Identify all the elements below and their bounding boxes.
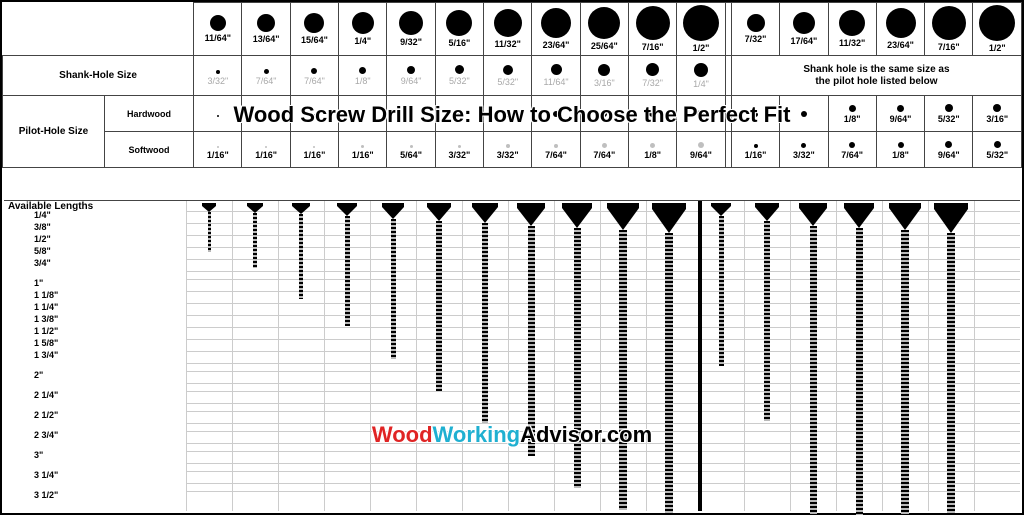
url-part-wood: Wood — [372, 422, 433, 447]
screw-silhouette-3 — [337, 203, 357, 326]
length-tick-2: 1/2" — [34, 235, 184, 247]
pilot-soft-7: 7/64" — [532, 132, 580, 168]
url-part-rest: Advisor.com — [520, 422, 652, 447]
shank-col-6: 5/32" — [484, 56, 532, 96]
length-tick-24: 3 1/4" — [34, 471, 184, 483]
pilot-soft-g2-2: 7/64" — [828, 132, 876, 168]
shank-col-1: 7/64" — [242, 56, 290, 96]
shank-col-7: 11/64" — [532, 56, 580, 96]
pilot-soft-g2-5: 5/32" — [973, 132, 1022, 168]
length-tick-3: 5/8" — [34, 247, 184, 259]
length-tick-4: 3/4" — [34, 259, 184, 271]
screw-silhouette-7 — [517, 203, 545, 456]
screw-silhouette-10 — [652, 203, 686, 515]
head-col-4: 9/32" — [387, 3, 435, 56]
head-col-10: 1/2" — [677, 3, 725, 56]
length-tick-26: 3 1/2" — [34, 491, 184, 503]
screw-silhouette-12 — [755, 203, 779, 421]
pilot-soft-g2-1: 3/32" — [780, 132, 828, 168]
screw-silhouette-6 — [472, 203, 498, 423]
length-tick-16: 2 1/4" — [34, 391, 184, 403]
shank-col-9: 7/32" — [628, 56, 676, 96]
length-tick-1: 3/8" — [34, 223, 184, 235]
watermark-url: WoodWorkingAdvisor.com — [2, 422, 1022, 448]
screw-silhouette-2 — [292, 203, 310, 299]
shank-col-2: 7/64" — [290, 56, 338, 96]
head-g2-col-3: 23/64" — [876, 3, 924, 56]
length-tick-12: 1 3/4" — [34, 351, 184, 363]
pilot-soft-0: 1/16" — [194, 132, 242, 168]
head-col-6: 11/32" — [484, 3, 532, 56]
head-col-1: 13/64" — [242, 3, 290, 56]
screw-silhouette-4 — [382, 203, 404, 359]
length-tick-22: 3" — [34, 451, 184, 463]
shank-col-8: 3/16" — [580, 56, 628, 96]
screw-silhouette-5 — [427, 203, 451, 391]
shank-note: Shank hole is the same size asthe pilot … — [731, 56, 1021, 96]
pilot-soft-9: 1/8" — [628, 132, 676, 168]
shank-col-3: 1/8" — [339, 56, 387, 96]
shank-hole-label: Shank-Hole Size — [3, 56, 194, 96]
head-col-9: 7/16" — [628, 3, 676, 56]
pilot-soft-1: 1/16" — [242, 132, 290, 168]
head-col-7: 23/64" — [532, 3, 580, 56]
article-title-text: Wood Screw Drill Size: How to Choose the… — [234, 102, 791, 127]
pilot-soft-3: 1/16" — [339, 132, 387, 168]
head-g2-col-1: 17/64" — [780, 3, 828, 56]
head-g2-col-0: 7/32" — [731, 3, 779, 56]
shank-col-0: 3/32" — [194, 56, 242, 96]
head-col-2: 15/64" — [290, 3, 338, 56]
screw-silhouette-15 — [889, 203, 921, 515]
length-tick-14: 2" — [34, 371, 184, 383]
url-part-working: Working — [433, 422, 521, 447]
screw-silhouette-13 — [799, 203, 827, 515]
head-g2-col-2: 11/32" — [828, 3, 876, 56]
head-col-8: 25/64" — [580, 3, 628, 56]
shank-col-10: 1/4" — [677, 56, 725, 96]
head-col-3: 1/4" — [339, 3, 387, 56]
spec-table: 11/64"13/64"15/64"1/4"9/32"5/16"11/32"23… — [2, 2, 1022, 168]
head-g2-col-5: 1/2" — [973, 3, 1022, 56]
pilot-soft-6: 3/32" — [484, 132, 532, 168]
shank-col-4: 9/64" — [387, 56, 435, 96]
screw-silhouette-16 — [934, 203, 968, 515]
pilot-soft-10: 9/64" — [677, 132, 725, 168]
pilot-soft-g2-3: 1/8" — [876, 132, 924, 168]
length-scale-area — [186, 201, 1020, 511]
pilot-soft-8: 7/64" — [580, 132, 628, 168]
screw-chart-page: 11/64"13/64"15/64"1/4"9/32"5/16"11/32"23… — [0, 0, 1024, 515]
screw-silhouette-1 — [247, 203, 263, 268]
head-g2-col-4: 7/16" — [925, 3, 973, 56]
pilot-soft-4: 5/64" — [387, 132, 435, 168]
screw-silhouette-9 — [607, 203, 639, 510]
screw-silhouette-11 — [711, 203, 731, 366]
length-tick-labels: 1/4"3/8"1/2"5/8"3/4"1"1 1/8"1 1/4"1 3/8"… — [34, 211, 184, 503]
pilot-soft-5: 3/32" — [435, 132, 483, 168]
head-col-5: 5/16" — [435, 3, 483, 56]
article-title-overlay: Wood Screw Drill Size: How to Choose the… — [2, 102, 1022, 128]
length-tick-13 — [34, 363, 184, 371]
pilot-soft-2: 1/16" — [290, 132, 338, 168]
softwood-label: Softwood — [104, 132, 193, 168]
screw-silhouette-14 — [844, 203, 874, 515]
shank-col-5: 5/32" — [435, 56, 483, 96]
chart-container: 11/64"13/64"15/64"1/4"9/32"5/16"11/32"23… — [2, 2, 1022, 513]
length-tick-5 — [34, 271, 184, 279]
pilot-soft-g2-0: 1/16" — [731, 132, 779, 168]
lengths-section: Available Lengths 1/4"3/8"1/2"5/8"3/4"1"… — [4, 200, 1020, 511]
head-col-0: 11/64" — [194, 3, 242, 56]
pilot-soft-g2-4: 9/64" — [925, 132, 973, 168]
screw-silhouette-0 — [202, 203, 216, 252]
length-tick-0: 1/4" — [34, 211, 184, 223]
